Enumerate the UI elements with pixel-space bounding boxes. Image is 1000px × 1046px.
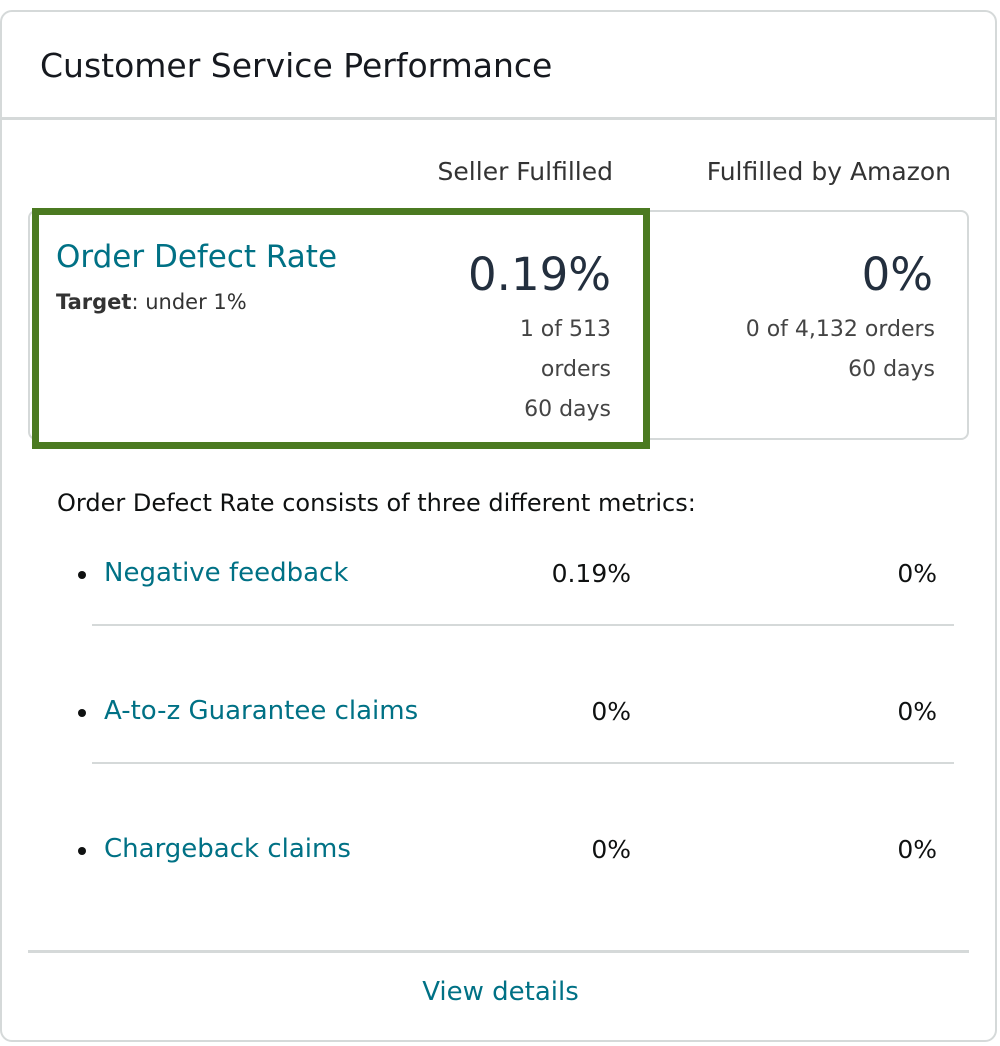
odr-seller-fulfilled-orders-line1: 1 of 513 <box>519 317 611 342</box>
odr-fba-details: 0 of 4,132 orders 60 days <box>675 310 935 390</box>
odr-fba-orders: 0 of 4,132 orders <box>745 317 935 342</box>
breakdown-intro: Order Defect Rate consists of three diff… <box>57 489 696 517</box>
a-to-z-seller-fulfilled-value: 0% <box>591 697 631 726</box>
customer-service-performance-card: Customer Service Performance Seller Fulf… <box>0 10 997 1042</box>
chargeback-fba-value: 0% <box>897 835 937 864</box>
order-defect-rate-link[interactable]: Order Defect Rate <box>56 239 338 275</box>
odr-fba-value: 0% <box>861 248 933 301</box>
row-divider <box>92 624 954 626</box>
a-to-z-guarantee-claims-link[interactable]: A-to-z Guarantee claims <box>104 696 419 726</box>
odr-seller-fulfilled-orders-line2: orders <box>540 357 611 382</box>
view-details-link[interactable]: View details <box>422 977 579 1007</box>
bullet-icon <box>78 847 86 855</box>
column-header-seller-fulfilled: Seller Fulfilled <box>437 157 613 186</box>
odr-seller-fulfilled-details: 1 of 513 orders 60 days <box>491 310 611 430</box>
order-defect-rate-target: Target: under 1% <box>56 290 247 314</box>
negative-feedback-fba-value: 0% <box>897 559 937 588</box>
odr-seller-fulfilled-value: 0.19% <box>468 248 611 301</box>
chargeback-seller-fulfilled-value: 0% <box>591 835 631 864</box>
row-divider <box>92 762 954 764</box>
footer-divider <box>28 950 969 953</box>
odr-seller-fulfilled-period: 60 days <box>524 397 611 422</box>
a-to-z-fba-value: 0% <box>897 697 937 726</box>
bullet-icon <box>78 571 86 579</box>
target-label: Target <box>56 290 132 314</box>
card-header: Customer Service Performance <box>2 12 995 120</box>
odr-fba-period: 60 days <box>848 357 935 382</box>
bullet-icon <box>78 709 86 717</box>
negative-feedback-link[interactable]: Negative feedback <box>104 558 349 588</box>
negative-feedback-seller-fulfilled-value: 0.19% <box>551 559 631 588</box>
chargeback-claims-link[interactable]: Chargeback claims <box>104 834 351 864</box>
column-header-fulfilled-by-amazon: Fulfilled by Amazon <box>706 157 951 186</box>
card-title: Customer Service Performance <box>40 46 553 85</box>
target-value: : under 1% <box>131 290 247 314</box>
seller-fulfilled-highlight <box>32 208 650 449</box>
